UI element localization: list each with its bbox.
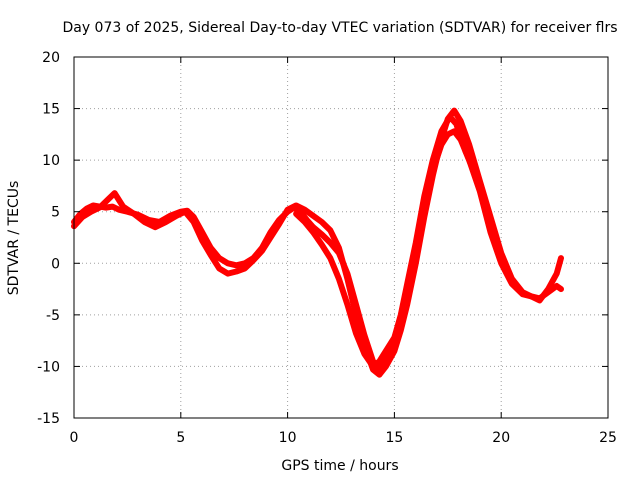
y-tick-label: -5 (46, 308, 60, 324)
x-tick-label: 25 (599, 430, 617, 446)
series-layer (71, 107, 564, 378)
x-axis-label: GPS time / hours (281, 458, 398, 474)
x-tick-label: 15 (385, 430, 403, 446)
y-tick-label: 0 (51, 256, 60, 272)
y-tick-label: 15 (42, 102, 60, 118)
y-tick-label: 10 (42, 153, 60, 169)
y-tick-labels: -15 -10 -5 0 5 10 15 20 (37, 50, 60, 427)
y-tick-label: 5 (51, 205, 60, 221)
y-axis-label: SDTVAR / TECUs (6, 181, 22, 296)
series-line-track-a (71, 128, 564, 372)
x-tick-label: 5 (176, 430, 185, 446)
y-tick-label: -15 (37, 411, 60, 427)
grid-lines (74, 57, 608, 418)
x-tick-label: 20 (492, 430, 510, 446)
tick-marks (73, 56, 609, 419)
y-tick-label: 20 (42, 50, 60, 66)
x-tick-labels: 0 5 10 15 20 25 (70, 430, 617, 446)
chart-title: Day 073 of 2025, Sidereal Day-to-day VTE… (62, 20, 617, 36)
x-tick-label: 10 (279, 430, 297, 446)
plot-frame (73, 56, 609, 419)
y-tick-label: -10 (37, 359, 60, 375)
series-line-track-c (293, 113, 500, 370)
series-line-track-b (71, 107, 564, 378)
x-tick-label: 0 (70, 430, 79, 446)
